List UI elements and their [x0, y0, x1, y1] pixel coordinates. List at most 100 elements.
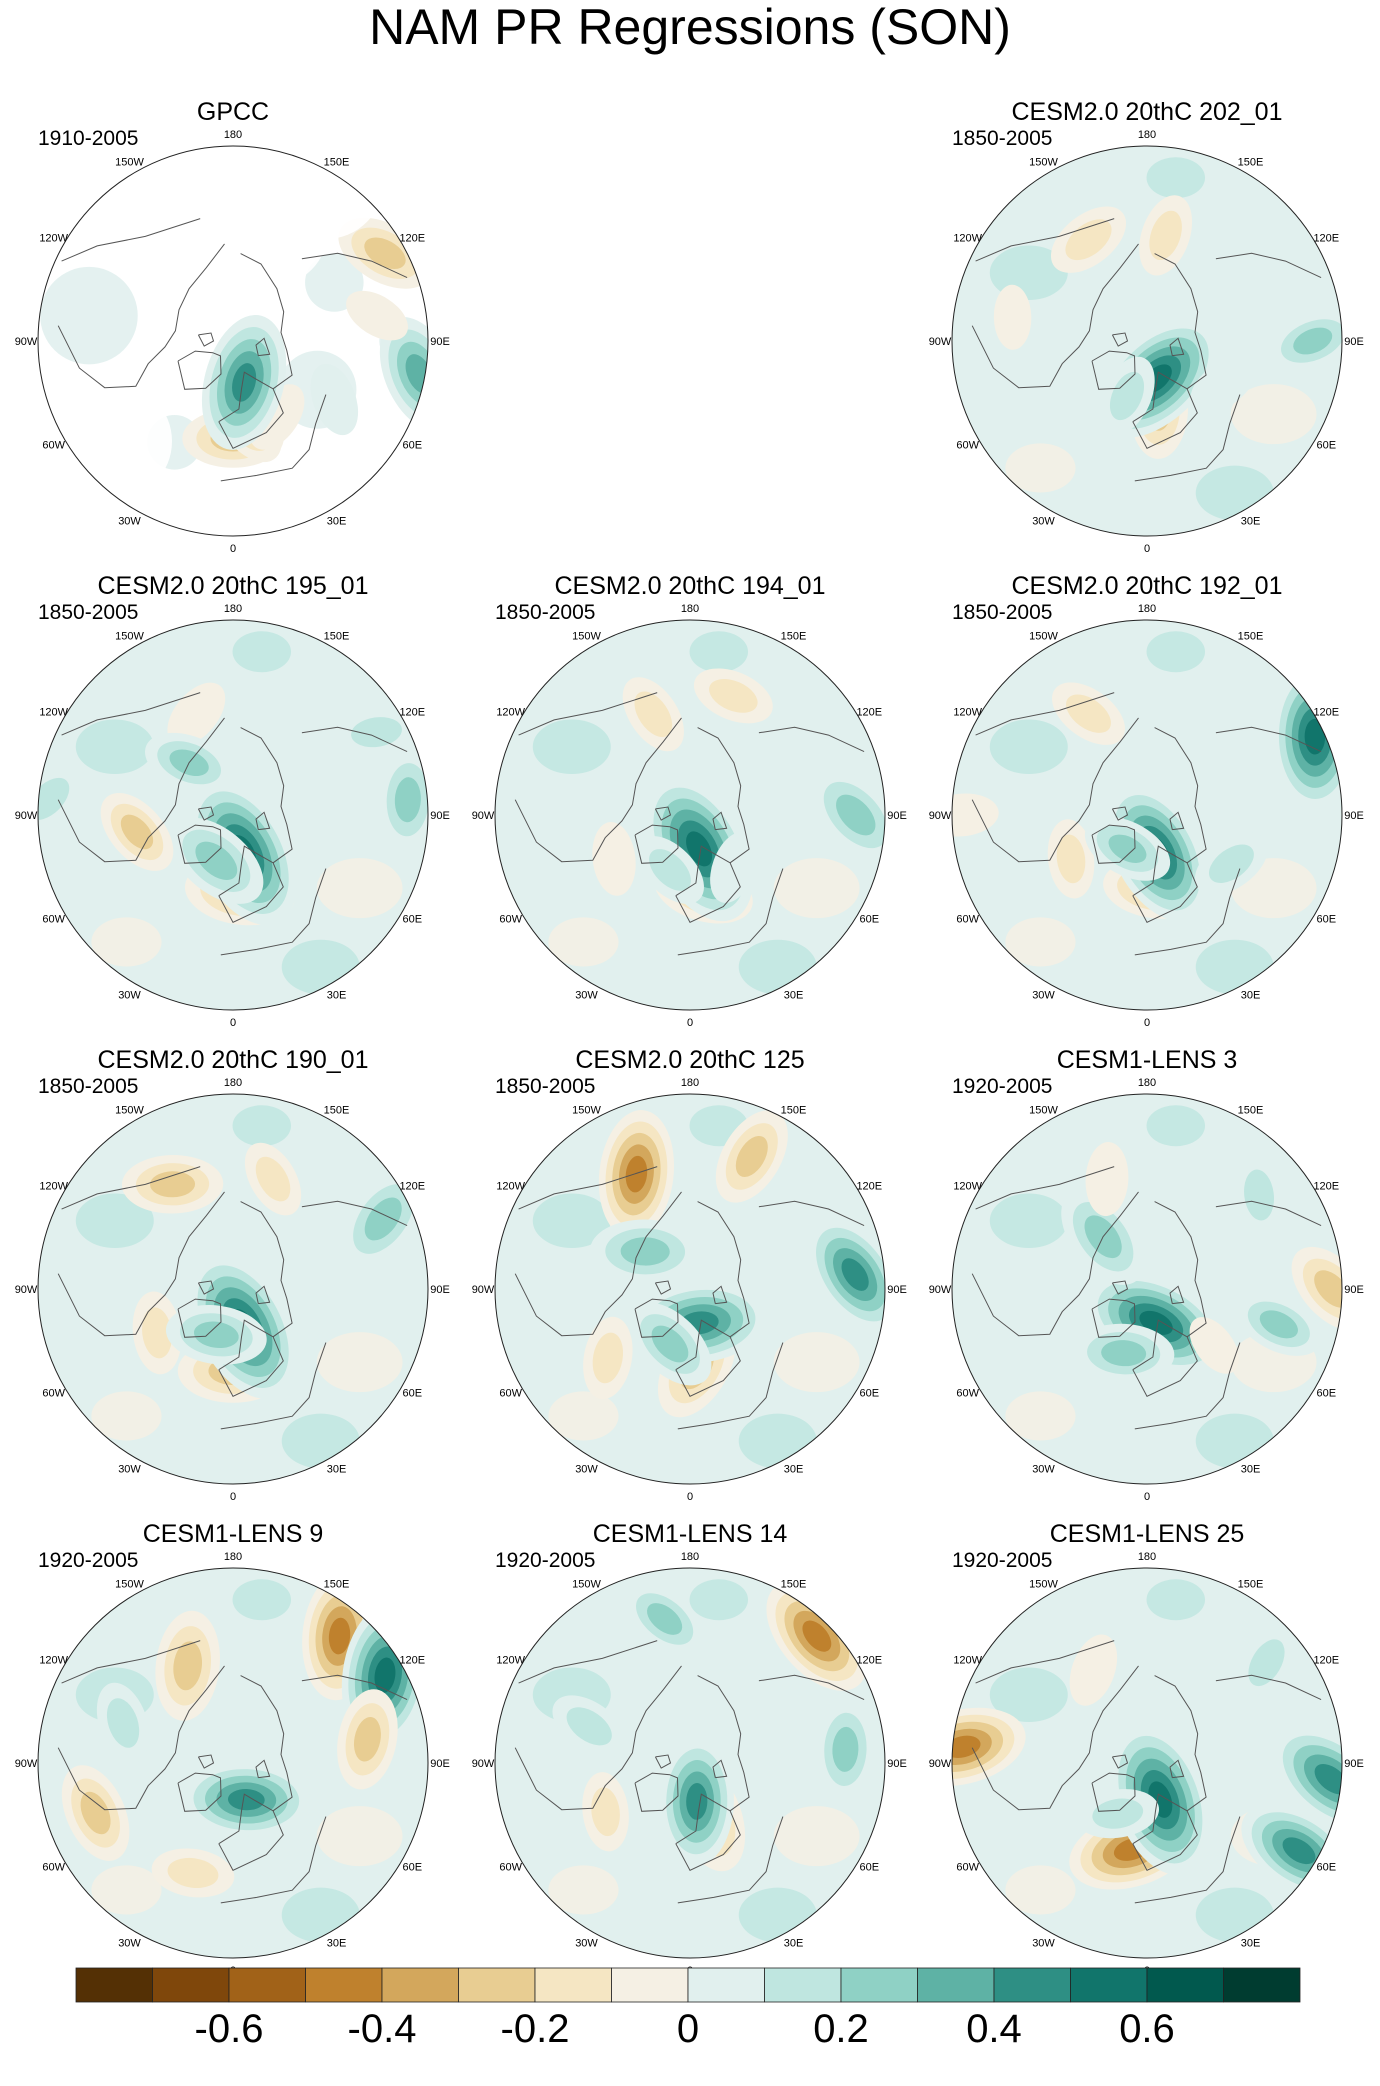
coastline — [1091, 824, 1136, 864]
contour-blob — [310, 363, 359, 436]
coastline — [697, 727, 750, 864]
map-panel-c125: 180 150E 120E 90E 60E 30E 0 30W 60W 90W 120W 150W CE… — [472, 1046, 907, 1503]
map-boundary — [951, 1093, 1343, 1485]
contour-blob — [351, 717, 402, 748]
contour-blob — [1293, 327, 1333, 355]
coastline — [514, 1665, 682, 1811]
longitude-label: 0 — [230, 1017, 236, 1029]
coastline — [971, 1191, 1139, 1337]
contour-blob — [1208, 844, 1254, 883]
longitude-label: 60W — [42, 1388, 65, 1400]
longitude-label: 150W — [572, 631, 601, 643]
panel-title: GPCC — [197, 98, 269, 126]
coastline — [218, 845, 284, 923]
longitude-label: 30W — [1032, 1463, 1055, 1475]
coastline — [197, 806, 215, 821]
panel-title: CESM2.0 20thC 194_01 — [554, 572, 825, 600]
field-patch — [91, 1865, 162, 1915]
coastline — [61, 218, 201, 262]
coastline — [634, 824, 679, 864]
colorbar-tick-label: -0.2 — [501, 2007, 570, 2051]
coastline — [255, 811, 271, 831]
coastline — [57, 1191, 225, 1337]
longitude-label: 150E — [1238, 157, 1264, 169]
coastline — [1215, 252, 1322, 279]
field-patch — [773, 1332, 860, 1393]
longitude-label: 180 — [1138, 1551, 1156, 1563]
colorbar-box — [228, 1967, 306, 2003]
colorbar-box — [381, 1967, 459, 2003]
coastline — [518, 1640, 658, 1684]
coastline — [1132, 371, 1198, 449]
coastline — [1111, 332, 1129, 347]
longitude-label: 60W — [42, 914, 65, 926]
longitude-label: 60W — [956, 1862, 979, 1874]
coastline — [197, 1754, 215, 1769]
longitude-label: 120E — [1313, 233, 1339, 245]
contour-blob — [832, 1726, 859, 1772]
contour-blob — [394, 777, 421, 823]
longitude-label: 180 — [224, 603, 242, 615]
longitude-label: 0 — [230, 543, 236, 555]
longitude-label: 30W — [118, 1463, 141, 1475]
map-boundary — [37, 619, 429, 1011]
longitude-label: 120W — [496, 1655, 525, 1667]
contour-fields — [38, 631, 428, 995]
coastline — [1169, 1285, 1185, 1305]
contour-blob — [1190, 357, 1256, 413]
longitude-label: 60E — [1317, 440, 1337, 452]
longitude-label: 30E — [327, 989, 347, 1001]
longitude-label: 120E — [856, 1655, 882, 1667]
contour-blob — [1056, 834, 1086, 884]
longitude-label: 150E — [781, 631, 807, 643]
longitude-label: 150E — [781, 1105, 807, 1117]
longitude-label: 60W — [499, 1388, 522, 1400]
longitude-label: 150E — [1238, 1105, 1264, 1117]
longitude-label: 120W — [953, 707, 982, 719]
longitude-label: 30E — [327, 515, 347, 527]
contour-blob — [709, 679, 758, 713]
panel-title: CESM1-LENS 25 — [1050, 1520, 1245, 1548]
map-boundary — [951, 145, 1343, 537]
longitude-label: 90W — [15, 810, 38, 822]
longitude-label: 150E — [324, 157, 350, 169]
longitude-label: 30E — [1241, 1937, 1261, 1949]
coastline — [301, 252, 408, 279]
contour-blob — [841, 1258, 869, 1291]
longitude-label: 0 — [687, 1491, 693, 1503]
contour-blob — [142, 1307, 172, 1359]
longitude-label: 60W — [956, 440, 979, 452]
map-panel-lens3: 180 150E 120E 90E 60E 30E 0 30W 60W 90W 120W 150W CE… — [929, 1046, 1364, 1503]
longitude-label: 90E — [1344, 810, 1364, 822]
colorbar-box — [840, 1967, 918, 2003]
colorbar-box — [458, 1967, 536, 2003]
longitude-label: 30W — [575, 1937, 598, 1949]
field-patch — [1005, 1865, 1076, 1915]
longitude-label: 90E — [1344, 1284, 1364, 1296]
contour-blob — [686, 831, 713, 867]
longitude-label: 30W — [118, 515, 141, 527]
longitude-label: 90W — [929, 1758, 952, 1770]
coastline — [255, 1759, 271, 1779]
longitude-label: 90W — [929, 336, 952, 348]
coastline — [1215, 1674, 1322, 1701]
coastline — [177, 1772, 222, 1812]
panel-title: CESM1-LENS 9 — [143, 1520, 324, 1548]
coastline — [1134, 868, 1241, 956]
contour-blob — [1069, 1634, 1118, 1706]
map-panel-c192: 180 150E 120E 90E 60E 30E 0 30W 60W 90W 120W 150W CE… — [929, 572, 1364, 1029]
missing-data — [267, 146, 385, 240]
coastline — [975, 1640, 1115, 1684]
map-boundary — [494, 1567, 886, 1959]
field-patch — [232, 1579, 292, 1621]
panel-title: CESM2.0 20thC 202_01 — [1011, 98, 1282, 126]
coastline — [57, 717, 225, 863]
coastline — [975, 1166, 1115, 1210]
longitude-label: 120W — [953, 233, 982, 245]
field-patch — [989, 719, 1068, 775]
coastline — [61, 1640, 201, 1684]
field-patch — [689, 1579, 749, 1621]
coastline — [1154, 1201, 1207, 1338]
field-patch — [738, 939, 817, 995]
